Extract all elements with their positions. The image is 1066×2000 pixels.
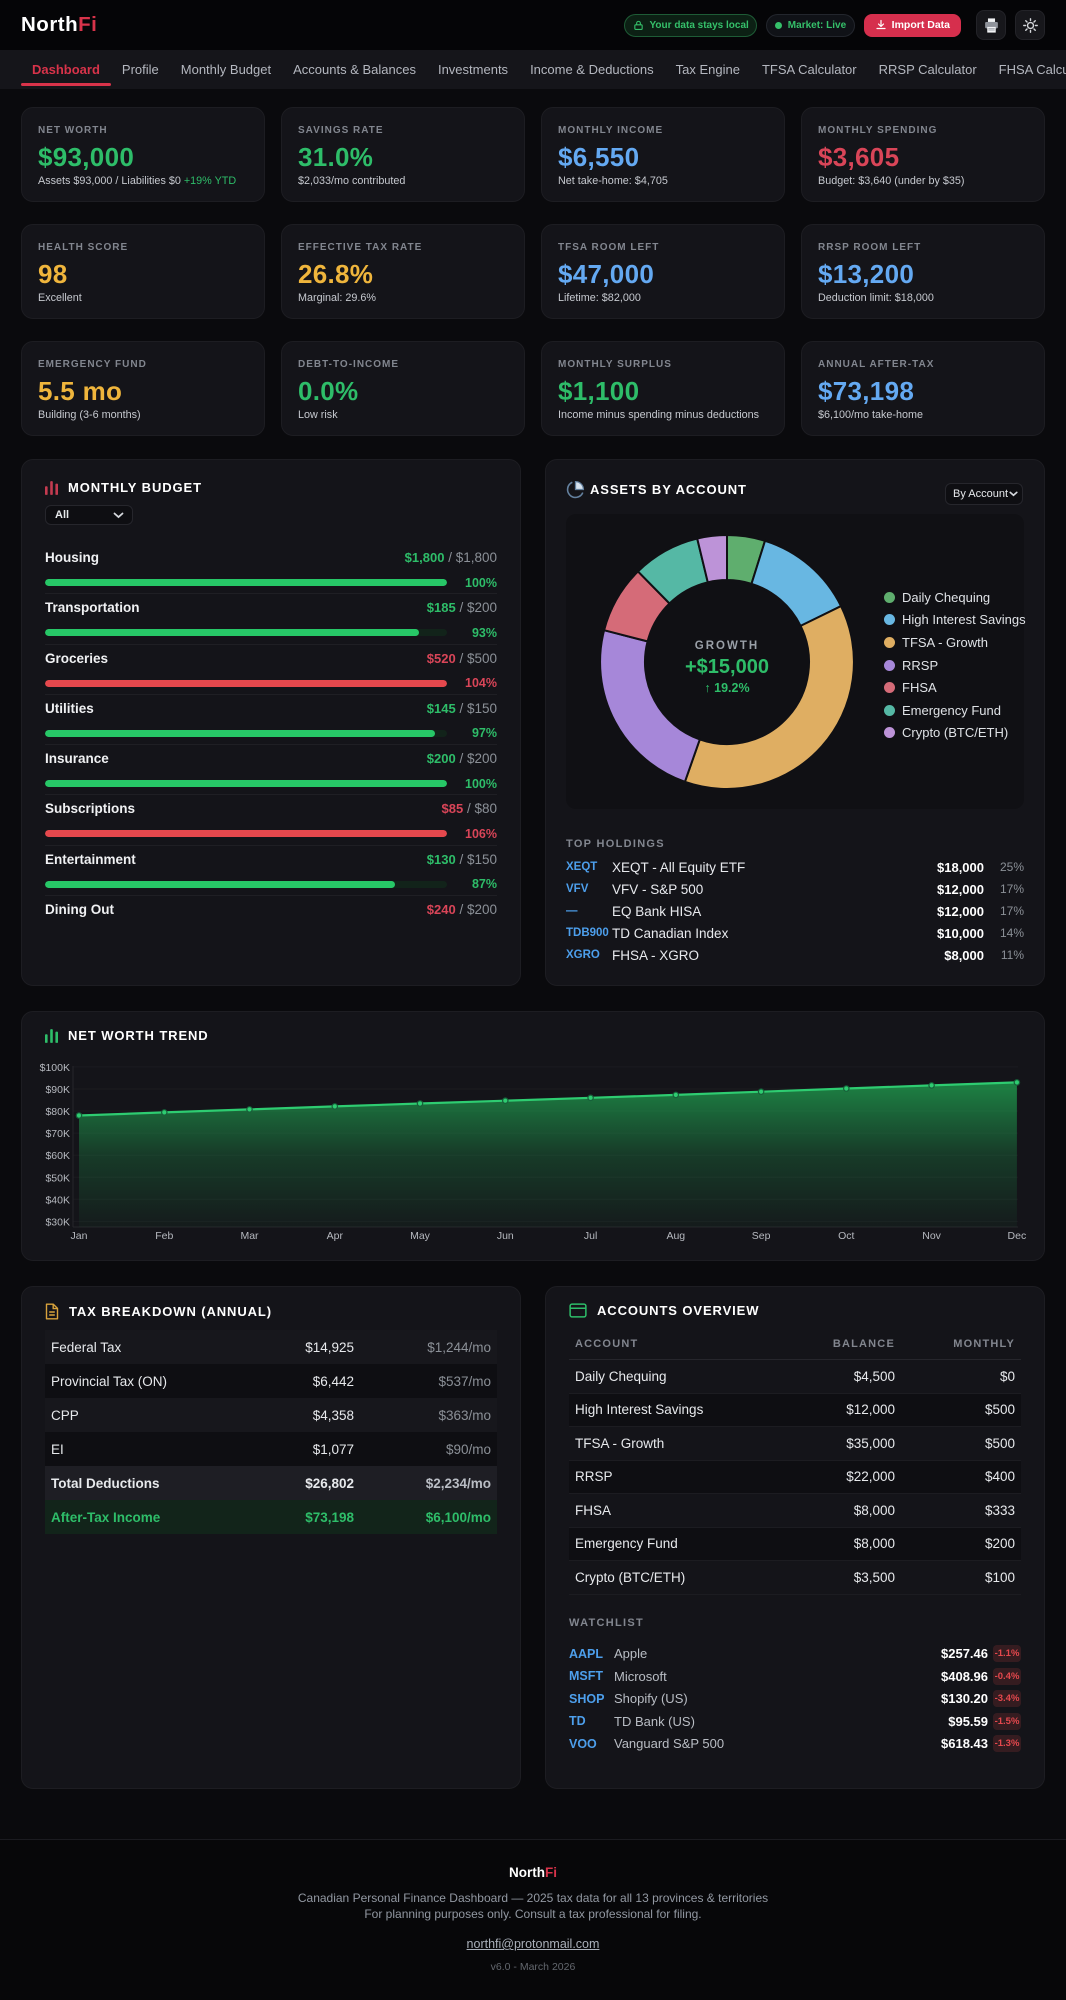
svg-text:Jan: Jan <box>71 1230 88 1242</box>
svg-text:$70K: $70K <box>45 1128 70 1140</box>
svg-text:$100K: $100K <box>40 1062 70 1074</box>
svg-text:$40K: $40K <box>45 1194 70 1206</box>
svg-text:Sep: Sep <box>752 1230 771 1242</box>
svg-text:$90K: $90K <box>45 1084 70 1096</box>
svg-text:Oct: Oct <box>838 1230 854 1242</box>
svg-text:$60K: $60K <box>45 1150 70 1162</box>
svg-text:Aug: Aug <box>666 1230 685 1242</box>
svg-text:Dec: Dec <box>1008 1230 1027 1242</box>
svg-text:$30K: $30K <box>45 1216 70 1228</box>
svg-text:Nov: Nov <box>922 1230 941 1242</box>
svg-text:Mar: Mar <box>240 1230 259 1242</box>
svg-text:Jun: Jun <box>497 1230 514 1242</box>
svg-text:Jul: Jul <box>584 1230 597 1242</box>
svg-text:May: May <box>410 1230 431 1242</box>
svg-text:$50K: $50K <box>45 1172 70 1184</box>
svg-text:$80K: $80K <box>45 1106 70 1118</box>
svg-text:Feb: Feb <box>155 1230 173 1242</box>
svg-text:Apr: Apr <box>327 1230 344 1242</box>
